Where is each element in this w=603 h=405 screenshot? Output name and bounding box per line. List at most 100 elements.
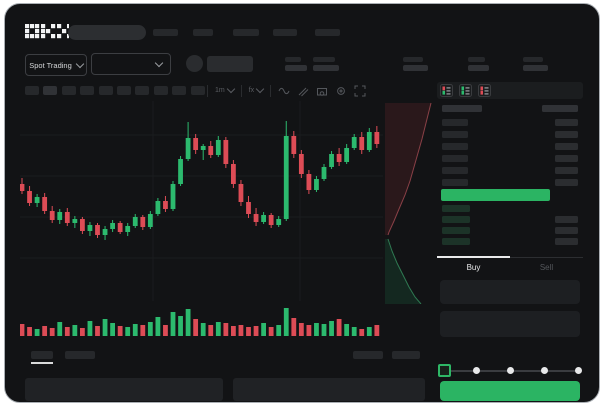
- candle: [34, 194, 40, 207]
- volume-bar: [231, 326, 236, 336]
- volume-bar: [125, 327, 131, 336]
- slider-step-dot[interactable]: [574, 367, 582, 374]
- interval-dropdown[interactable]: 1m: [215, 84, 235, 94]
- chevron-down-icon: [226, 84, 235, 94]
- volume-bar: [102, 319, 108, 336]
- amount-slider[interactable]: [438, 364, 582, 377]
- volume-bar: [20, 324, 25, 336]
- nav-item[interactable]: [273, 29, 297, 36]
- bottom-panel: [25, 378, 223, 401]
- search-input[interactable]: [68, 25, 146, 40]
- bottom-tab[interactable]: [65, 351, 95, 359]
- volume-bar: [359, 329, 365, 336]
- candle: [238, 180, 244, 206]
- ask-amount-bar: [555, 119, 578, 126]
- candle: [321, 164, 327, 181]
- price-input[interactable]: [440, 280, 580, 304]
- buy-submit-button[interactable]: [440, 381, 580, 401]
- candle: [283, 121, 289, 221]
- last-price-bar[interactable]: [441, 189, 550, 201]
- volume-bar: [95, 326, 100, 336]
- candle: [178, 156, 183, 186]
- pair-action-button[interactable]: [207, 56, 253, 72]
- drawing-tool-button[interactable]: [43, 86, 58, 95]
- depth-chart: [385, 102, 432, 304]
- pair-selector-dropdown[interactable]: [91, 53, 171, 75]
- amount-input[interactable]: [440, 311, 580, 337]
- nav-item[interactable]: [193, 29, 213, 36]
- wave-icon[interactable]: [278, 85, 290, 97]
- drawing-tool-button[interactable]: [135, 86, 150, 95]
- candle: [291, 131, 297, 158]
- candle: [132, 214, 138, 228]
- drawing-tool-button[interactable]: [172, 86, 187, 95]
- candlestick-chart[interactable]: [20, 101, 383, 301]
- volume-bar: [49, 328, 55, 336]
- trade-panel: Buy Sell: [437, 256, 583, 402]
- bottom-tab[interactable]: [31, 351, 53, 359]
- candle: [57, 209, 63, 224]
- tab-sell[interactable]: Sell: [539, 263, 554, 272]
- volume-bar: [34, 329, 40, 336]
- volume-bar: [215, 322, 221, 336]
- ask-price-bar: [442, 143, 468, 150]
- bid-price-bar: [442, 227, 470, 234]
- chevron-down-icon: [255, 84, 265, 94]
- slider-step-dot[interactable]: [473, 367, 481, 374]
- bottom-action[interactable]: [392, 351, 420, 359]
- drawing-tool-button[interactable]: [80, 86, 95, 95]
- chart-toolbar-right: 1m fx: [207, 84, 366, 97]
- market-type-dropdown[interactable]: Spot Trading: [25, 54, 87, 76]
- nav-item[interactable]: [315, 29, 340, 36]
- divider: [207, 84, 208, 97]
- okx-logo-icon[interactable]: [25, 24, 69, 39]
- candle: [298, 150, 304, 178]
- book-bids-icon[interactable]: [459, 84, 472, 97]
- ask-amount-bar: [555, 143, 578, 150]
- fullscreen-icon[interactable]: [354, 85, 366, 97]
- candle: [366, 128, 372, 152]
- volume-bar: [306, 325, 312, 336]
- drawing-tool-button[interactable]: [117, 86, 131, 95]
- volume-bar: [72, 325, 78, 336]
- book-asks-icon[interactable]: [478, 84, 491, 97]
- volume-bar: [57, 322, 63, 336]
- candle: [125, 223, 131, 236]
- candle: [20, 178, 25, 194]
- tab-buy[interactable]: Buy: [466, 263, 481, 272]
- bottom-action[interactable]: [353, 351, 383, 359]
- volume-bar: [329, 321, 334, 336]
- candle: [231, 160, 236, 188]
- drawing-tool-button[interactable]: [61, 86, 76, 95]
- indicators-dropdown[interactable]: fx: [249, 84, 265, 94]
- volume-bar: [42, 326, 48, 336]
- nav-item[interactable]: [233, 29, 259, 36]
- ask-amount-bar: [555, 131, 578, 138]
- slider-step-dot[interactable]: [540, 367, 548, 374]
- settings-icon[interactable]: [335, 85, 347, 97]
- candle: [163, 196, 168, 212]
- volume-bar: [366, 327, 372, 336]
- stat-label: [285, 57, 301, 62]
- candle: [359, 132, 365, 154]
- camera-icon[interactable]: [316, 85, 328, 97]
- slider-step-dot[interactable]: [507, 367, 514, 374]
- divider: [240, 84, 242, 97]
- slider-handle[interactable]: [438, 364, 451, 377]
- divider: [510, 257, 583, 258]
- stat-label: [523, 57, 543, 62]
- drawing-tool-button[interactable]: [190, 86, 205, 95]
- volume-bar: [344, 324, 350, 336]
- nav-item[interactable]: [153, 29, 178, 36]
- brush-icon[interactable]: [297, 85, 309, 97]
- drawing-tool-button[interactable]: [25, 86, 39, 95]
- book-both-icon[interactable]: [440, 84, 453, 97]
- drawing-tool-button[interactable]: [98, 86, 113, 95]
- volume-bar: [80, 328, 85, 336]
- volume-bar: [87, 321, 93, 336]
- drawing-tool-button[interactable]: [153, 86, 168, 95]
- candle: [336, 148, 342, 166]
- candle: [374, 126, 380, 148]
- volume-bar: [321, 324, 327, 336]
- bid-price-bar: [442, 205, 470, 212]
